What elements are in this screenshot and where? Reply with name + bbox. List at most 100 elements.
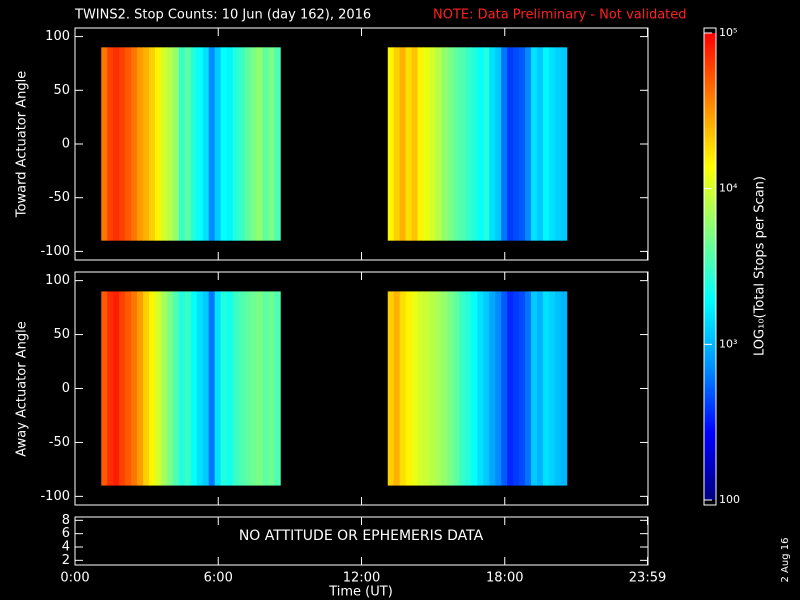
heatmap-cell (202, 291, 210, 486)
heatmap-cell (453, 47, 460, 241)
heatmap-cell (274, 291, 281, 486)
heatmap-cell (548, 47, 556, 241)
heatmap-cell (107, 291, 114, 486)
heatmap-cell (471, 47, 478, 241)
heatmap-cell (143, 47, 150, 241)
heatmap-cell (214, 47, 222, 241)
heatmap-cell (495, 47, 502, 241)
heatmap-cell (531, 291, 538, 486)
heatmap-cell (113, 47, 120, 241)
heatmap-cell (519, 47, 526, 241)
heatmap-cell (387, 47, 395, 241)
heatmap-cell (166, 47, 174, 241)
heatmap-cell (226, 47, 233, 241)
heatmap-cell (113, 291, 120, 486)
heatmap-cell (477, 291, 484, 486)
y-tick-label: 4 (62, 540, 70, 555)
date-stamp: 2 Aug 16 (780, 538, 791, 583)
heatmap-cell (513, 291, 520, 486)
heatmap-cell (137, 47, 144, 241)
heatmap-cell (208, 291, 216, 486)
heatmap-cell (101, 47, 108, 241)
x-tick-label: 6:00 (204, 571, 233, 586)
heatmap-cell (196, 291, 204, 486)
heatmap-cell (274, 47, 281, 241)
heatmap-cell (190, 291, 198, 486)
heatmap-cell (131, 291, 138, 486)
x-axis-label: Time (UT) (328, 585, 393, 600)
heatmap-cell (423, 47, 430, 241)
heatmap-cell (405, 47, 413, 241)
heatmap-cell (393, 47, 401, 241)
heatmap-cell (119, 47, 126, 241)
heatmap-cell (423, 291, 430, 486)
heatmap-cell (107, 47, 114, 241)
heatmap-cell (536, 291, 544, 486)
heatmap-cell (244, 291, 251, 486)
heatmap-cell (154, 47, 162, 241)
heatmap-cell (232, 47, 239, 241)
x-tick-label: 23:59 (629, 571, 666, 586)
heatmap-cell (393, 291, 401, 486)
heatmap-cell (417, 291, 424, 486)
heatmap-cell (495, 291, 502, 486)
heatmap-cell (125, 47, 132, 241)
y-tick-label: 8 (62, 513, 70, 528)
y-tick-label: -50 (49, 190, 70, 205)
heatmap-cell (154, 291, 162, 486)
heatmap-cell (417, 47, 424, 241)
heatmap-cell (220, 291, 228, 486)
heatmap-cell (501, 291, 508, 486)
heatmap-cell (548, 291, 556, 486)
colorbar (704, 33, 716, 500)
y-tick-label: 100 (45, 29, 70, 44)
heatmap-cell (256, 47, 263, 241)
heatmap-cell (190, 47, 198, 241)
colorbar-label: LOG₁₀(Total Stops per Scan) (753, 176, 768, 356)
heatmap-cell (214, 291, 222, 486)
y-tick-label: 0 (62, 137, 70, 152)
heatmap-cell (483, 291, 490, 486)
heatmap-cell (560, 291, 568, 486)
heatmap-cell (542, 291, 550, 486)
heatmap-cell (387, 291, 395, 486)
heatmap-cell (137, 291, 144, 486)
heatmap-cell (178, 291, 186, 486)
chart-title: TWINS2. Stop Counts: 10 Jun (day 162), 2… (74, 8, 371, 23)
heatmap-cell (119, 291, 126, 486)
heatmap-cell (101, 291, 108, 486)
heatmap-cell (250, 47, 257, 241)
annotation: NO ATTITUDE OR EPHEMERIS DATA (239, 528, 484, 544)
heatmap-cell (172, 47, 180, 241)
heatmap-cell (172, 291, 180, 486)
heatmap-cell (208, 47, 216, 241)
heatmap-cell (399, 291, 407, 486)
heatmap-cell (238, 291, 245, 486)
heatmap-cell (256, 291, 263, 486)
heatmap-cell (268, 291, 275, 486)
heatmap-cell (542, 47, 550, 241)
colorbar-tick-label: 10⁴ (719, 182, 738, 195)
heatmap-cell (238, 47, 245, 241)
heatmap-cell (160, 47, 168, 241)
heatmap-cell (489, 291, 496, 486)
heatmap-cell (411, 291, 419, 486)
y-tick-label: 100 (45, 273, 70, 288)
y-tick-label: 2 (62, 553, 70, 568)
heatmap-cell (244, 47, 251, 241)
heatmap-cell (519, 291, 526, 486)
y-tick-label: 6 (62, 526, 70, 541)
colorbar-frame (703, 27, 717, 506)
heatmap-cell (160, 291, 168, 486)
heatmap-cell (513, 47, 520, 241)
heatmap-cell (489, 47, 496, 241)
heatmap-cell (149, 47, 156, 241)
y-tick-label: 0 (62, 381, 70, 396)
heatmap-cell (465, 47, 472, 241)
heatmap-cell (405, 291, 413, 486)
heatmap-cell (429, 47, 436, 241)
y-tick-label: -100 (40, 489, 70, 504)
heatmap-cell (531, 47, 538, 241)
heatmap-cell (560, 47, 568, 241)
